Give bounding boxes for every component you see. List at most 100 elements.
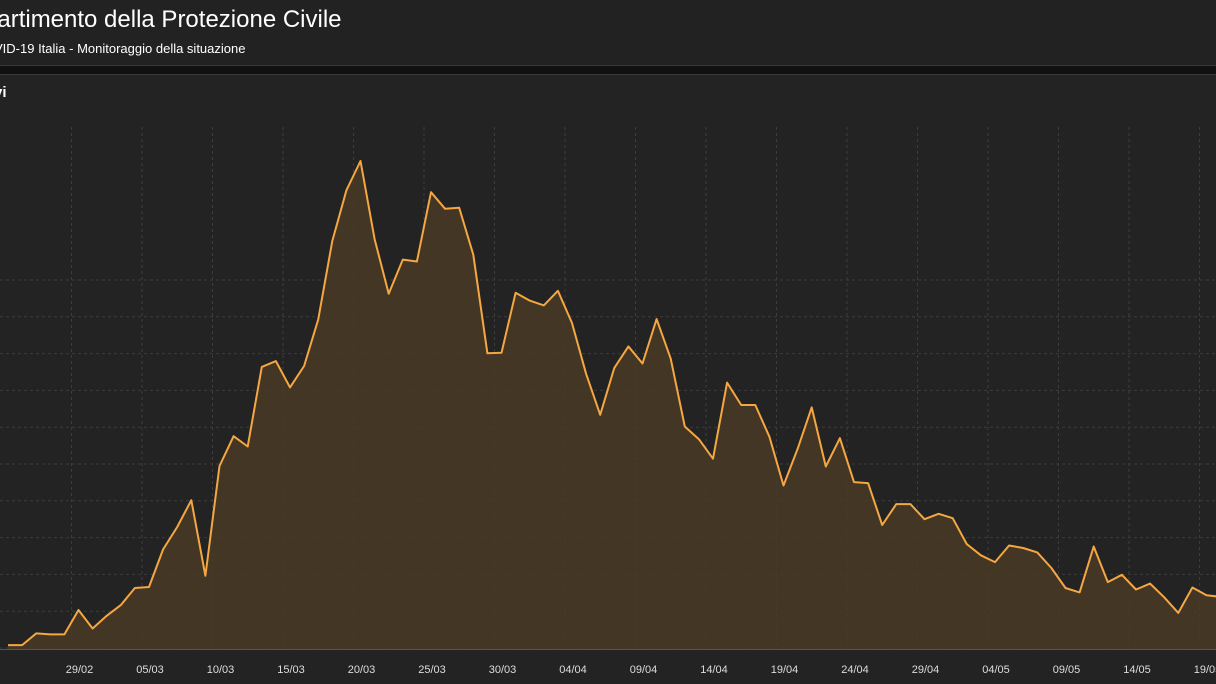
data-point[interactable] [5, 642, 11, 648]
data-point[interactable] [343, 187, 349, 193]
data-point[interactable] [118, 602, 124, 608]
data-point[interactable] [1006, 543, 1012, 549]
data-point[interactable] [668, 356, 674, 362]
data-point[interactable] [104, 613, 110, 619]
data-point[interactable] [964, 541, 970, 547]
data-point[interactable] [245, 443, 251, 449]
data-point[interactable] [611, 365, 617, 371]
x-tick-label: 25/03 [418, 664, 446, 676]
data-point[interactable] [273, 358, 279, 364]
data-point[interactable] [583, 371, 589, 377]
data-point[interactable] [922, 516, 928, 522]
x-tick-label: 19/04 [771, 664, 799, 676]
data-point[interactable] [978, 552, 984, 558]
data-point[interactable] [400, 257, 406, 263]
data-point[interactable] [19, 642, 25, 648]
x-tick-label: 14/05 [1123, 664, 1151, 676]
data-point[interactable] [654, 316, 660, 322]
data-point[interactable] [936, 511, 942, 517]
data-point[interactable] [823, 463, 829, 469]
page-title: partimento della Protezione Civile [0, 6, 342, 33]
data-point[interactable] [1204, 592, 1210, 598]
data-point[interactable] [809, 404, 815, 410]
data-point[interactable] [597, 412, 603, 418]
data-point[interactable] [484, 350, 490, 356]
data-point[interactable] [1119, 572, 1125, 578]
data-point[interactable] [1034, 549, 1040, 555]
data-point[interactable] [752, 402, 758, 408]
data-point[interactable] [414, 259, 420, 265]
data-point[interactable] [541, 302, 547, 308]
data-point[interactable] [259, 364, 265, 370]
data-point[interactable] [879, 522, 885, 528]
data-point[interactable] [795, 446, 801, 452]
data-point[interactable] [851, 479, 857, 485]
data-point[interactable] [76, 607, 82, 613]
data-point[interactable] [513, 290, 519, 296]
data-point[interactable] [724, 380, 730, 386]
data-point[interactable] [950, 515, 956, 521]
data-point[interactable] [61, 631, 67, 637]
data-point[interactable] [837, 435, 843, 441]
data-point[interactable] [1189, 585, 1195, 591]
data-point[interactable] [1091, 544, 1097, 550]
data-point[interactable] [527, 298, 533, 304]
x-tick-label: 29/02 [66, 664, 94, 676]
data-point[interactable] [329, 238, 335, 244]
data-point[interactable] [682, 423, 688, 429]
data-point[interactable] [499, 350, 505, 356]
data-point[interactable] [781, 483, 787, 489]
data-point[interactable] [33, 630, 39, 636]
data-point[interactable] [893, 501, 899, 507]
data-point[interactable] [301, 363, 307, 369]
data-point[interactable] [358, 158, 364, 164]
data-point[interactable] [1175, 610, 1181, 616]
data-point[interactable] [202, 573, 208, 579]
data-point[interactable] [188, 497, 194, 503]
data-point[interactable] [1147, 581, 1153, 587]
data-point[interactable] [907, 501, 913, 507]
data-point[interactable] [217, 463, 223, 469]
data-point[interactable] [1077, 589, 1083, 595]
x-axis: 29/02 05/03 10/03 15/03 20/03 25/03 30/03 04/04… [0, 649, 1216, 676]
data-point[interactable] [1063, 585, 1069, 591]
data-point[interactable] [231, 433, 237, 439]
x-tick-label: 09/05 [1053, 664, 1081, 676]
data-point[interactable] [992, 559, 998, 565]
data-point[interactable] [865, 480, 871, 486]
data-point[interactable] [1161, 594, 1167, 600]
data-point[interactable] [710, 456, 716, 462]
data-point[interactable] [1105, 579, 1111, 585]
data-point[interactable] [287, 384, 293, 390]
data-point[interactable] [555, 288, 561, 294]
x-tick-label: 04/04 [559, 664, 587, 676]
data-point[interactable] [1133, 586, 1139, 592]
data-point[interactable] [428, 189, 434, 195]
data-point[interactable] [625, 343, 631, 349]
data-point[interactable] [386, 291, 392, 297]
data-point[interactable] [470, 252, 476, 258]
data-point[interactable] [315, 317, 321, 323]
data-point[interactable] [174, 524, 180, 530]
data-point[interactable] [372, 236, 378, 242]
data-point[interactable] [640, 361, 646, 367]
data-point[interactable] [696, 436, 702, 442]
chart-area-layer [8, 161, 1216, 649]
x-tick-label: 10/03 [207, 664, 235, 676]
data-point[interactable] [1048, 565, 1054, 571]
data-point[interactable] [766, 434, 772, 440]
data-point[interactable] [132, 585, 138, 591]
data-point[interactable] [146, 584, 152, 590]
data-point[interactable] [456, 205, 462, 211]
data-point[interactable] [569, 320, 575, 326]
data-point[interactable] [442, 206, 448, 212]
data-point[interactable] [160, 546, 166, 552]
x-tick-label: 09/04 [630, 664, 658, 676]
series-line [8, 160, 1216, 647]
x-tick-label: 04/05 [982, 664, 1010, 676]
x-tick-label: 19/05 [1194, 664, 1216, 676]
data-point[interactable] [1020, 545, 1026, 551]
data-point[interactable] [738, 402, 744, 408]
data-point[interactable] [90, 626, 96, 632]
data-point[interactable] [47, 631, 53, 637]
